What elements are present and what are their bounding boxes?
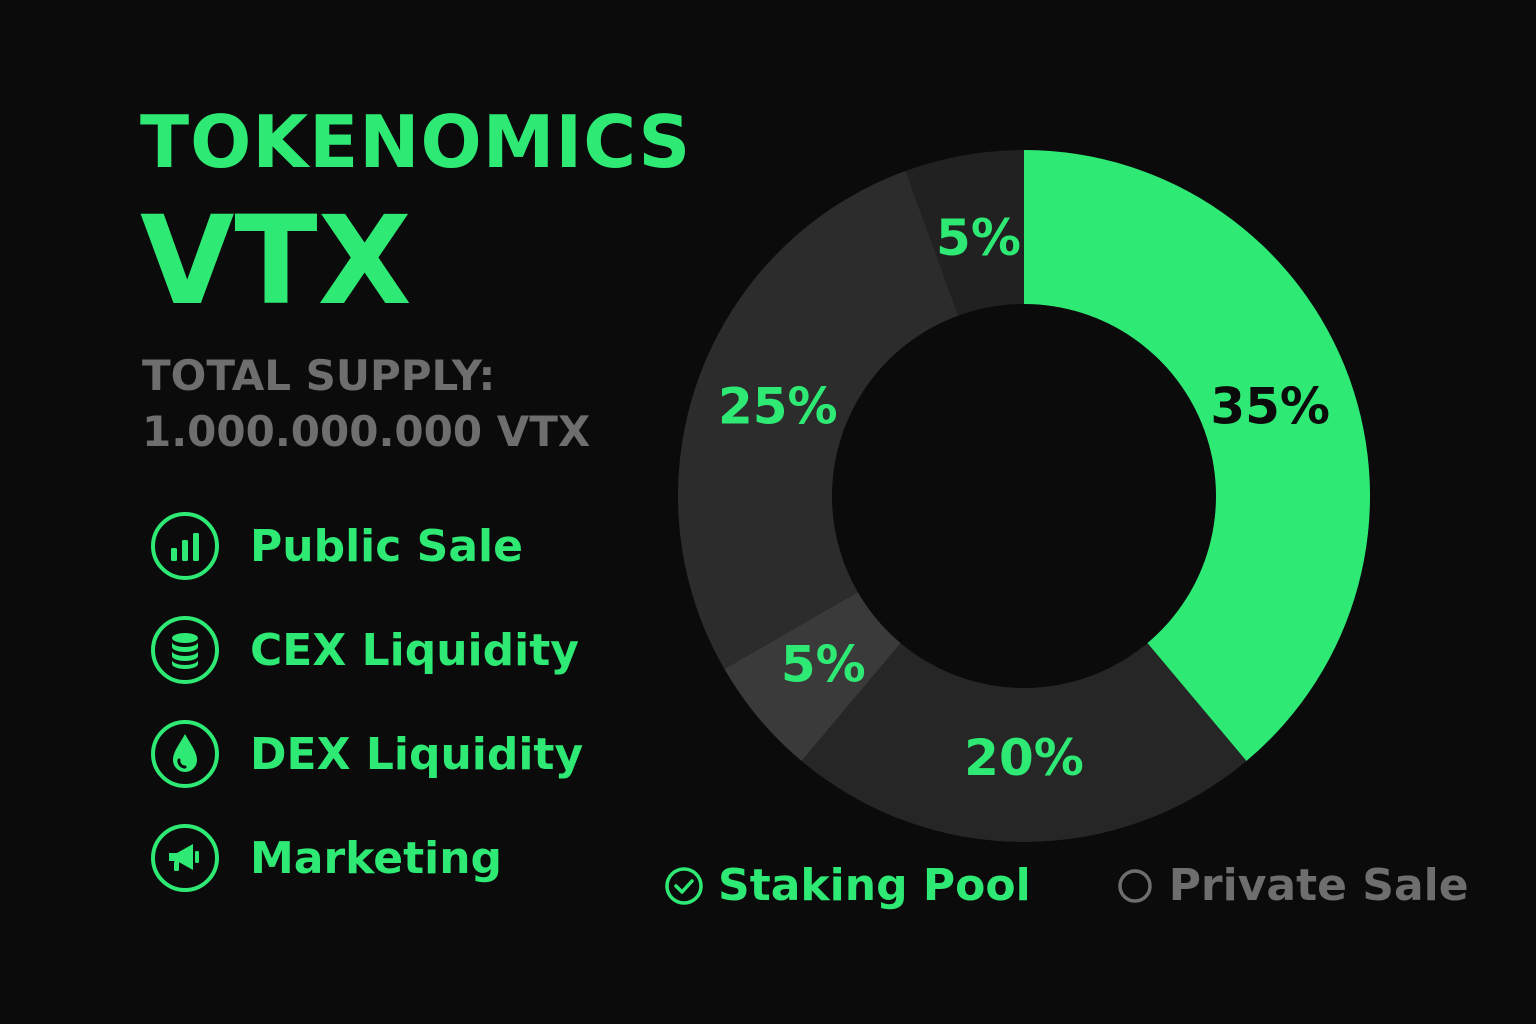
donut-slice-label-3: 25% bbox=[718, 377, 838, 435]
donut-slice-label-0: 35% bbox=[1210, 377, 1330, 435]
donut-slice-label-1: 20% bbox=[964, 729, 1084, 787]
check-circle-icon bbox=[665, 866, 703, 905]
legend-item-marketing: Marketing bbox=[150, 820, 583, 896]
droplet-icon bbox=[150, 719, 220, 789]
donut-slice-4 bbox=[905, 150, 1024, 316]
donut-slice-2 bbox=[724, 592, 901, 762]
total-supply: TOTAL SUPPLY: 1.000.000.000 VTX bbox=[142, 348, 590, 460]
legend-label: Marketing bbox=[250, 832, 503, 884]
donut-slice-label-2: 5% bbox=[781, 635, 866, 693]
legend-item-staking-pool: Staking Pool bbox=[664, 860, 1031, 911]
database-icon bbox=[150, 615, 220, 685]
legend-item-public-sale: Public Sale bbox=[150, 508, 583, 584]
token-symbol: VTX bbox=[140, 190, 412, 332]
donut-slice-label-4: 5% bbox=[936, 209, 1021, 267]
megaphone-icon bbox=[150, 823, 220, 893]
page-title: TOKENOMICS bbox=[140, 100, 692, 184]
legend-label: Private Sale bbox=[1168, 860, 1469, 911]
legend-label: Staking Pool bbox=[718, 860, 1031, 911]
legend-item-cex-liquidity: CEX Liquidity bbox=[150, 612, 583, 688]
bar-chart-icon bbox=[150, 511, 220, 581]
total-supply-label: TOTAL SUPPLY: bbox=[142, 351, 496, 400]
legend-label: CEX Liquidity bbox=[250, 624, 579, 676]
allocation-legend: Public Sale CEX Liquidity DEX Liquidity bbox=[150, 508, 583, 924]
donut-slice-3 bbox=[678, 170, 959, 670]
total-supply-value: 1.000.000.000 VTX bbox=[142, 407, 591, 456]
legend-item-private-sale: Private Sale bbox=[1115, 860, 1469, 911]
legend-item-dex-liquidity: DEX Liquidity bbox=[150, 716, 583, 792]
donut-slice-0 bbox=[1024, 150, 1370, 762]
legend-label: Public Sale bbox=[250, 520, 523, 572]
empty-circle-icon bbox=[1117, 868, 1152, 903]
legend-label: DEX Liquidity bbox=[250, 728, 584, 780]
donut-slice-1 bbox=[801, 643, 1247, 843]
bottom-legend: Staking Pool Private Sale bbox=[664, 860, 1469, 911]
